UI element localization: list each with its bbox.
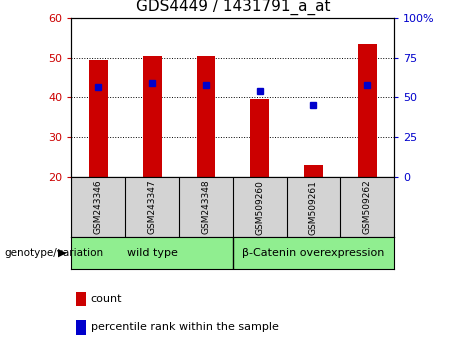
Text: GSM243347: GSM243347 [148,180,157,234]
Text: GSM243346: GSM243346 [94,180,103,234]
Text: ▶: ▶ [58,248,66,258]
Bar [89,59,108,177]
Bar [196,56,215,177]
Bar [304,165,323,177]
Title: GDS4449 / 1431791_a_at: GDS4449 / 1431791_a_at [136,0,330,15]
Text: GSM509261: GSM509261 [309,179,318,235]
Bar [250,99,269,177]
Text: wild type: wild type [127,248,177,258]
Text: GSM509262: GSM509262 [363,180,372,234]
Bar [358,44,377,177]
Text: GSM509260: GSM509260 [255,179,264,235]
Text: genotype/variation: genotype/variation [5,248,104,258]
Text: β-Catenin overexpression: β-Catenin overexpression [242,248,384,258]
Text: GSM243348: GSM243348 [201,180,210,234]
Text: percentile rank within the sample: percentile rank within the sample [91,322,279,332]
Bar [143,56,161,177]
Text: count: count [91,294,122,304]
